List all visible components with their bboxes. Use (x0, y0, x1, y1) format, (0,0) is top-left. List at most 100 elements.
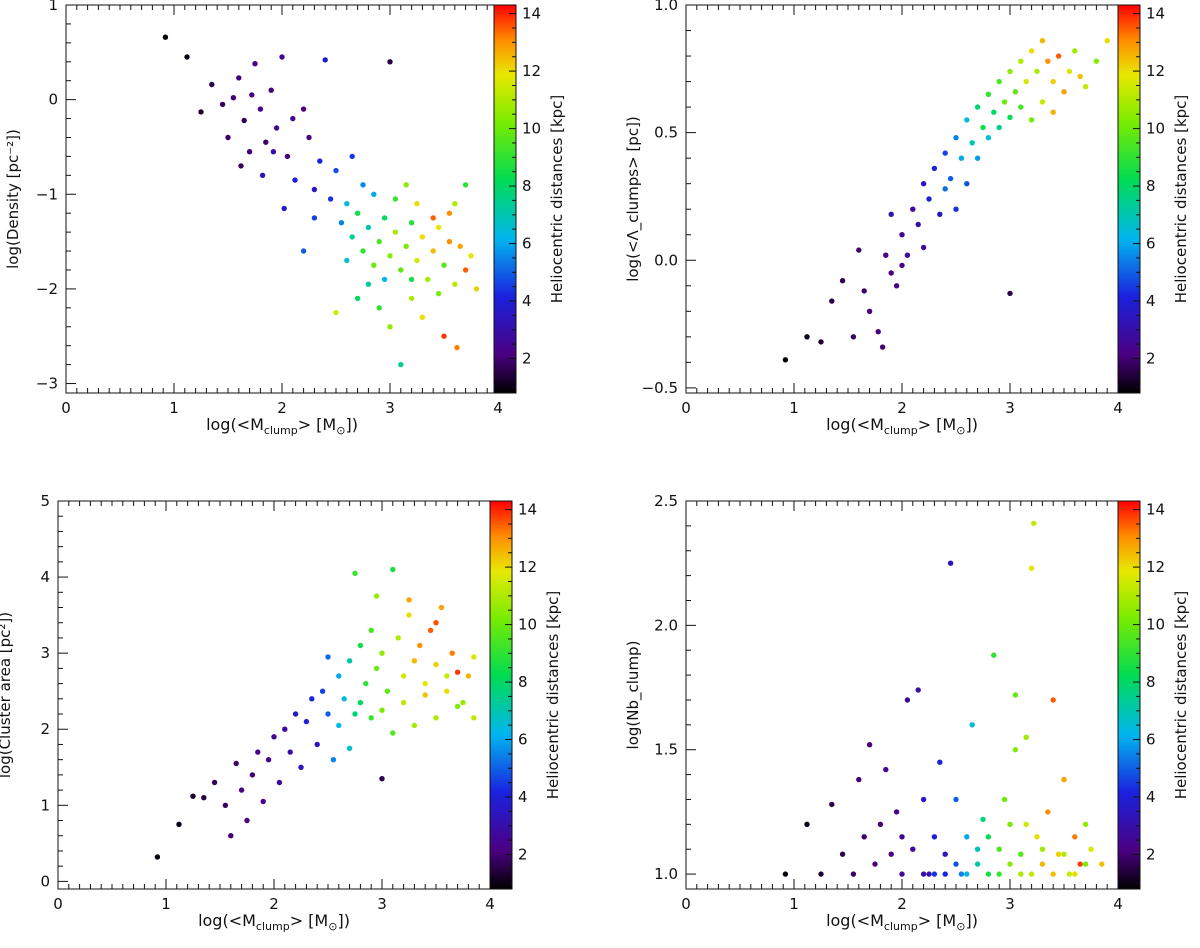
y-tick-label: 5 (40, 492, 50, 510)
scatter-points (782, 520, 1105, 877)
y-tick-label: 1.0 (654, 865, 678, 883)
data-point (1034, 834, 1040, 840)
y-tick-label: 2 (40, 720, 50, 738)
colorbar-tick-label: 6 (522, 235, 532, 253)
data-point (381, 215, 388, 221)
x-tick-label: 1 (789, 399, 799, 417)
data-point (893, 809, 900, 815)
y-axis-label: log(Nb_clump) (624, 641, 643, 750)
data-point (829, 298, 835, 304)
data-point (222, 802, 229, 808)
x-tick-label: 3 (385, 399, 395, 417)
y-tick-label: 1.0 (654, 0, 678, 14)
data-point (910, 846, 916, 852)
data-point (368, 715, 374, 721)
data-point (947, 175, 954, 182)
data-point (782, 357, 789, 363)
data-point (991, 109, 997, 115)
data-point (357, 699, 364, 706)
plot-frame (65, 4, 499, 394)
data-point (376, 238, 382, 245)
y-tick-label: 0 (40, 872, 50, 890)
x-axis-label: log(<Mclump> [M⊙]) (198, 911, 350, 933)
colorbar-tick-label: 12 (1146, 62, 1165, 80)
data-point (300, 106, 307, 112)
data-point (947, 560, 954, 566)
data-point (379, 650, 385, 656)
x-tick-label: 2 (897, 399, 907, 417)
data-point (246, 149, 253, 155)
data-point (441, 333, 447, 339)
data-point (1012, 692, 1019, 698)
data-point (211, 779, 218, 786)
data-point (1007, 68, 1013, 75)
data-point (1077, 861, 1083, 867)
data-point (1082, 84, 1089, 90)
data-point (249, 92, 255, 98)
y-tick-label: 1.5 (654, 741, 678, 759)
data-point (473, 286, 480, 292)
colorbar-tick-label: 4 (1146, 788, 1156, 806)
data-point (1001, 796, 1008, 803)
data-point (395, 635, 401, 641)
data-point (408, 276, 415, 283)
data-point (433, 661, 439, 668)
data-point (953, 796, 959, 803)
x-axis-label: log(<Mclump> [M⊙]) (826, 911, 978, 933)
data-point (368, 627, 374, 633)
data-point (233, 760, 239, 767)
y-tick-label: 2.0 (654, 616, 678, 634)
data-point (271, 734, 277, 740)
y-tick-label: −3 (36, 375, 58, 393)
data-point (327, 196, 334, 202)
data-point (1007, 821, 1013, 827)
data-point (1061, 851, 1067, 857)
colorbar-tick-label: 4 (522, 292, 532, 310)
data-point (411, 658, 418, 664)
x-tick-label: 4 (1113, 895, 1123, 913)
data-point (300, 248, 307, 254)
data-point (219, 101, 226, 108)
data-point (325, 654, 331, 660)
data-point (333, 167, 339, 174)
data-point (931, 834, 938, 840)
y-axis-label: log(Cluster area [pc²]) (0, 612, 14, 778)
data-point (392, 229, 399, 235)
data-point (1012, 89, 1019, 95)
data-point (446, 210, 453, 216)
data-point (454, 669, 461, 675)
data-point (309, 696, 315, 702)
data-point (866, 742, 873, 748)
plot-frame (685, 500, 1119, 890)
data-point (398, 361, 404, 368)
data-point (1023, 734, 1029, 740)
data-point (991, 652, 997, 658)
data-point (996, 846, 1002, 852)
data-point (403, 182, 409, 188)
data-point (162, 34, 169, 40)
data-point (282, 726, 288, 732)
data-point (953, 206, 959, 212)
y-tick-label: 1 (40, 796, 50, 814)
data-point (899, 871, 905, 877)
data-point (430, 215, 436, 221)
data-point (268, 87, 274, 93)
data-point (910, 206, 916, 212)
x-tick-label: 2 (269, 895, 279, 913)
colorbar-label: Heliocentric distances [kpc] (544, 591, 562, 800)
data-point (866, 308, 873, 314)
data-point (276, 779, 283, 786)
data-point (373, 665, 380, 672)
y-axis-label: log(Density [pc⁻²]) (4, 129, 22, 269)
data-point (1007, 114, 1013, 121)
data-point (964, 117, 970, 123)
data-point (449, 650, 455, 656)
data-point (850, 871, 857, 877)
data-point (942, 150, 948, 156)
data-point (877, 821, 884, 827)
y-tick-label: 2.5 (654, 492, 678, 510)
data-point (899, 834, 905, 840)
colorbar-tick-label: 2 (1146, 350, 1156, 368)
data-point (879, 344, 886, 350)
data-point (953, 861, 959, 867)
